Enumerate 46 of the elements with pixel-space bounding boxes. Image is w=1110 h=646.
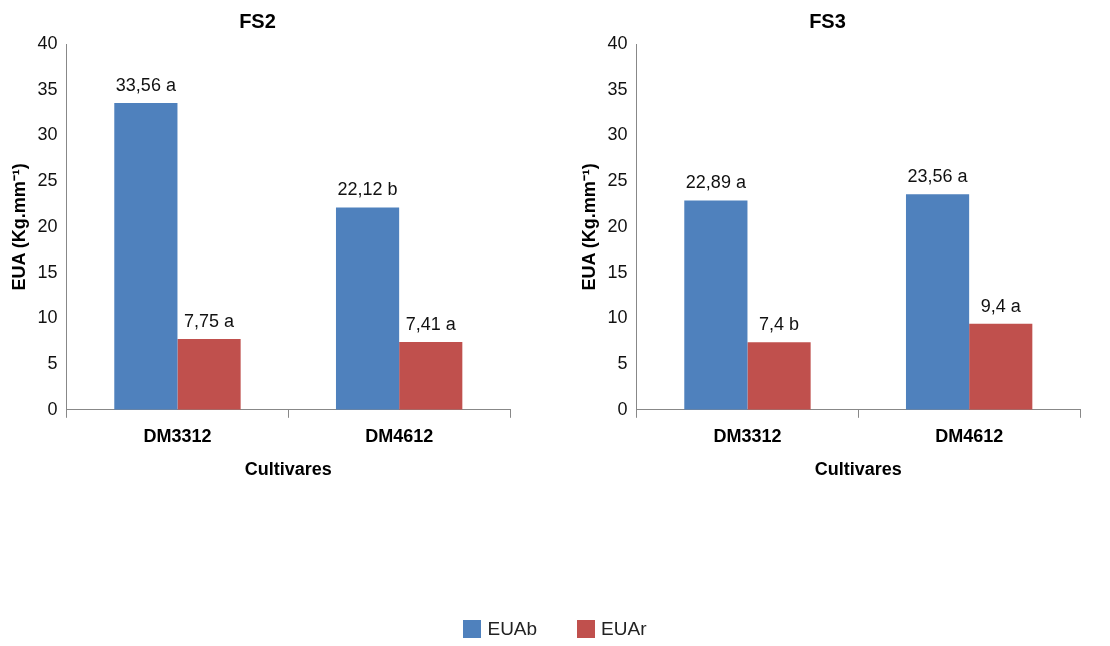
y-tick-label: 10	[37, 307, 58, 328]
bar	[114, 102, 178, 410]
data-label: 7,41 a	[405, 314, 457, 334]
y-tick-label: 40	[607, 32, 628, 53]
y-tick-label: 5	[617, 353, 628, 374]
x-axis-title: Cultivares	[244, 459, 332, 480]
y-tick-label: 35	[607, 78, 628, 99]
y-tick-label: 40	[37, 32, 58, 53]
y-tick-label: 20	[607, 215, 628, 236]
bar	[684, 200, 748, 410]
y-tick-label: 30	[37, 124, 58, 145]
data-label: 7,75 a	[184, 310, 236, 331]
x-tick-label: DM4612	[935, 425, 1004, 446]
bar	[177, 338, 241, 410]
chart-title: FS3	[809, 9, 846, 32]
y-tick-label: 15	[607, 261, 628, 282]
data-label: 22,89 a	[685, 172, 747, 193]
x-tick-label: DM3312	[713, 425, 782, 446]
chart-title: FS2	[239, 9, 276, 32]
bar	[905, 194, 970, 410]
data-label: 7,4 b	[759, 314, 800, 335]
y-tick-label: 35	[37, 78, 58, 99]
data-label: 22,12 b	[337, 179, 398, 200]
y-tick-label: 30	[607, 124, 628, 145]
data-label: 23,56 a	[907, 166, 969, 187]
y-axis-title: EUA (Kg.mm⁻¹)	[578, 163, 599, 291]
bar	[399, 342, 463, 410]
y-tick-label: 0	[47, 398, 58, 419]
y-tick-label: 15	[37, 261, 58, 282]
x-tick-label: DM3312	[143, 425, 212, 446]
y-axis-title: EUA (Kg.mm⁻¹)	[8, 163, 29, 291]
legend-label: EUAr	[601, 618, 647, 640]
y-tick-label: 25	[607, 170, 628, 191]
bar	[335, 207, 400, 410]
y-tick-label: 25	[37, 170, 58, 191]
y-tick-label: 0	[617, 398, 628, 419]
y-tick-label: 10	[607, 307, 628, 328]
data-label: 9,4 a	[980, 295, 1022, 316]
bar	[747, 342, 811, 410]
bar	[969, 323, 1033, 410]
y-tick-label: 20	[37, 215, 58, 236]
x-tick-label: DM4612	[365, 425, 434, 446]
legend-label: EUAb	[487, 618, 538, 640]
x-axis-title: Cultivares	[814, 459, 902, 480]
data-label: 33,56 a	[115, 74, 177, 95]
y-tick-label: 5	[47, 353, 58, 374]
